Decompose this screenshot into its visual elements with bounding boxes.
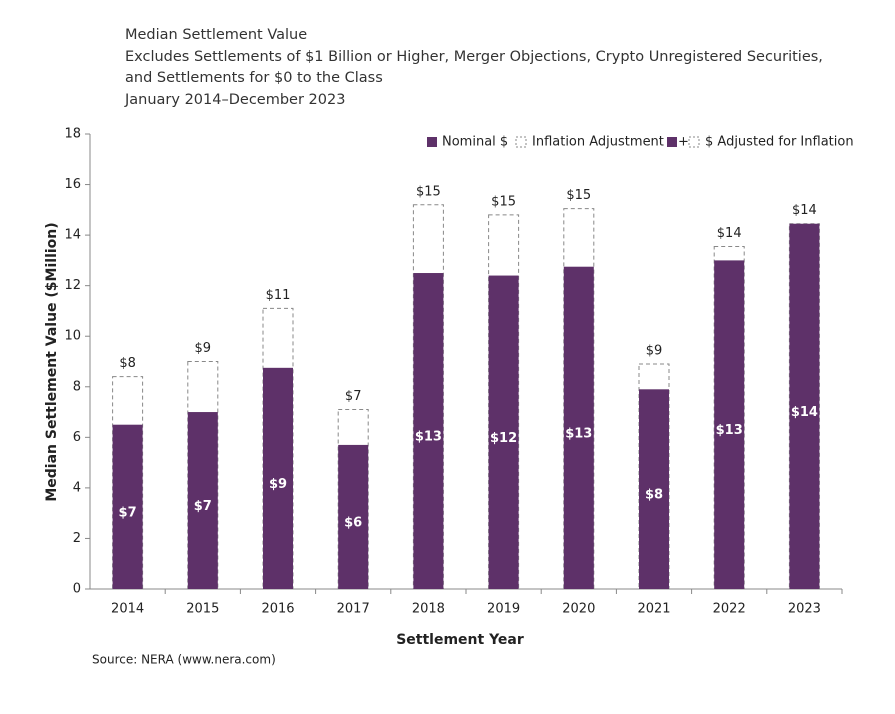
y-tick-label: 6 [73,430,81,445]
data-label: $14 [792,203,817,218]
nominal-bar [714,260,745,589]
data-label: $11 [266,288,291,303]
nominal-bar [263,367,293,589]
x-tick-label: 2019 [487,602,520,617]
data-label: $14 [791,405,818,420]
source: Source: NERA (www.nera.com) [92,653,276,667]
data-label: $12 [490,431,517,446]
x-tick-label: 2020 [562,602,595,617]
legend-swatch [688,136,700,148]
legend-swatch [515,136,527,148]
data-label: $7 [119,505,137,520]
legend-label: Nominal $ [442,135,508,150]
y-tick-label: 12 [64,278,81,293]
data-label: $13 [415,430,442,445]
data-label: $9 [195,341,212,356]
x-tick-label: 2014 [111,602,144,617]
nominal-bar [187,412,218,589]
data-label: $7 [194,499,212,514]
y-tick-label: 10 [64,329,81,344]
data-label: $7 [345,389,362,404]
y-tick-label: 2 [73,531,81,546]
x-tick-label: 2023 [788,602,821,617]
data-label: $9 [269,477,287,492]
data-label: $15 [416,184,441,199]
y-tick-label: 16 [64,177,81,192]
data-label: $6 [344,515,362,530]
legend-swatch [427,137,437,147]
nominal-bar [413,273,444,589]
y-tick-label: 18 [64,127,81,142]
data-label: $15 [566,188,591,203]
data-label: $9 [646,344,663,359]
subtitle: and Settlements for $0 to the Class [125,70,383,86]
x-tick-label: 2015 [186,602,219,617]
data-label: $8 [645,488,663,503]
x-tick-label: 2022 [713,602,746,617]
subtitle: January 2014–December 2023 [124,92,345,108]
legend-plus: + [678,135,689,150]
x-tick-label: 2021 [637,602,670,617]
x-tick-label: 2017 [337,602,370,617]
x-tick-label: 2018 [412,602,445,617]
nominal-bar [639,389,669,589]
data-label: $13 [565,426,592,441]
data-label: $14 [717,226,742,241]
subtitle: Excludes Settlements of $1 Billion or Hi… [125,49,823,65]
legend-swatch [667,137,677,147]
x-tick-label: 2016 [261,602,294,617]
nominal-bar [112,424,143,589]
y-tick-label: 4 [73,480,81,495]
nominal-bar [789,223,820,589]
data-label: $15 [491,194,516,209]
legend-label: Inflation Adjustment [532,135,664,150]
y-tick-label: 14 [64,228,81,243]
data-label: $8 [119,356,136,371]
nominal-bar [563,266,594,589]
chart-title: Median Settlement Value [125,27,307,43]
x-axis-label: Settlement Year [396,632,524,648]
nominal-bar [488,275,519,589]
legend-label: $ Adjusted for Inflation [705,135,854,150]
data-label: $13 [716,423,743,438]
y-axis-label: Median Settlement Value ($Million) [44,222,60,501]
nominal-bar [338,444,369,589]
y-tick-label: 0 [73,582,81,597]
y-tick-label: 8 [73,379,81,394]
